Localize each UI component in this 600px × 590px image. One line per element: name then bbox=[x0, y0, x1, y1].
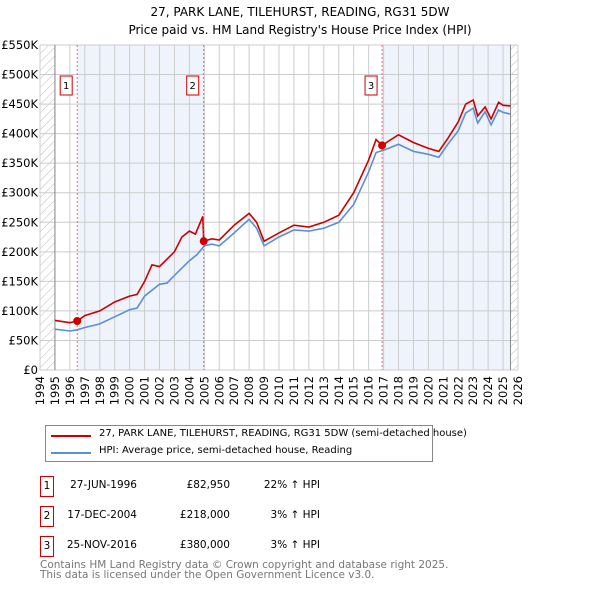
chart-title: 27, PARK LANE, TILEHURST, READING, RG31 … bbox=[150, 5, 449, 19]
x-tick-label: 2018 bbox=[392, 376, 406, 405]
sale-label-box bbox=[186, 75, 200, 96]
x-tick-label: 2001 bbox=[138, 376, 152, 405]
sale-price: £380,000 bbox=[179, 539, 230, 551]
x-tick-label: 2021 bbox=[436, 376, 450, 405]
sale-label-box bbox=[59, 75, 73, 96]
x-tick-label: 2008 bbox=[242, 376, 256, 405]
x-tick-label: 2007 bbox=[227, 376, 241, 405]
x-tick-label: 2019 bbox=[406, 376, 420, 405]
x-tick-label: 2020 bbox=[421, 376, 435, 405]
legend: 27, PARK LANE, TILEHURST, READING, RG31 … bbox=[45, 425, 467, 462]
x-tick-label: 2006 bbox=[212, 376, 226, 405]
shaded-period-3 bbox=[382, 45, 511, 370]
sale-number-box: 2 bbox=[40, 506, 54, 527]
sale-date: 17-DEC-2004 bbox=[67, 509, 137, 521]
sale-label: 1 bbox=[63, 81, 69, 92]
sale-point bbox=[199, 237, 208, 246]
x-tick-label: 2016 bbox=[362, 376, 376, 405]
sale-hpi-diff: 22% ↑ HPI bbox=[263, 479, 320, 491]
property-price-line bbox=[54, 98, 511, 324]
x-tick-label: 1999 bbox=[108, 376, 122, 405]
legend-swatch-hpi bbox=[51, 452, 91, 454]
sale-price: £218,000 bbox=[179, 509, 230, 521]
sale-date: 27-JUN-1996 bbox=[70, 479, 137, 491]
sale-number-box: 3 bbox=[40, 536, 54, 557]
sale-label-box bbox=[364, 75, 378, 96]
x-tick-label: 2015 bbox=[347, 376, 361, 405]
y-tick-label: £300K bbox=[1, 186, 38, 200]
y-tick-label: £100K bbox=[1, 304, 38, 318]
footer-line-2: This data is licensed under the Open Gov… bbox=[40, 569, 375, 581]
x-tick-label: 2025 bbox=[496, 376, 510, 405]
x-tick-label: 2010 bbox=[272, 376, 286, 405]
legend-label-property: 27, PARK LANE, TILEHURST, READING, RG31 … bbox=[99, 428, 467, 439]
x-tick-label: 2005 bbox=[197, 376, 211, 405]
x-tick-label: 1996 bbox=[63, 376, 77, 405]
x-tick-label: 2017 bbox=[377, 376, 391, 405]
y-tick-label: £550K bbox=[1, 38, 38, 52]
y-tick-label: £150K bbox=[1, 274, 38, 288]
sale-hpi-diff: 3% ↑ HPI bbox=[270, 539, 320, 551]
sale-date: 25-NOV-2016 bbox=[66, 539, 137, 551]
x-tick-label: 2003 bbox=[167, 376, 181, 405]
hpi-line bbox=[54, 106, 511, 332]
x-tick-label: 2004 bbox=[182, 376, 196, 405]
hatch-after-data bbox=[510, 45, 518, 370]
x-tick-label: 2014 bbox=[332, 376, 346, 405]
x-tick-label: 2012 bbox=[302, 376, 316, 405]
x-tick-label: 2002 bbox=[153, 376, 167, 405]
x-tick-label: 2022 bbox=[451, 376, 465, 405]
x-tick-label: 2023 bbox=[466, 376, 480, 405]
y-tick-label: £0 bbox=[23, 363, 38, 377]
footer-line-1: Contains HM Land Registry data © Crown c… bbox=[40, 559, 449, 571]
x-tick-label: 2024 bbox=[481, 376, 495, 405]
x-tick-label: 1998 bbox=[93, 376, 107, 405]
sale-hpi-diff: 3% ↑ HPI bbox=[270, 509, 320, 521]
x-tick-label: 2009 bbox=[257, 376, 271, 405]
sale-label: 2 bbox=[190, 81, 196, 92]
y-tick-label: £400K bbox=[1, 127, 38, 141]
y-tick-label: £350K bbox=[1, 156, 38, 170]
sale-point bbox=[378, 141, 387, 150]
x-tick-label: 2013 bbox=[317, 376, 331, 405]
y-tick-label: £200K bbox=[1, 245, 38, 259]
x-tick-label: 1995 bbox=[48, 376, 62, 405]
legend-label-hpi: HPI: Average price, semi-detached house,… bbox=[99, 445, 353, 456]
x-tick-label: 1997 bbox=[78, 376, 92, 405]
x-tick-label: 2000 bbox=[123, 376, 137, 405]
y-tick-label: £500K bbox=[1, 68, 38, 82]
legend-swatch-property bbox=[51, 435, 91, 437]
shaded-period-1 bbox=[77, 45, 204, 370]
price-chart: 27, PARK LANE, TILEHURST, READING, RG31 … bbox=[1, 5, 525, 405]
chart-subtitle: Price paid vs. HM Land Registry's House … bbox=[128, 23, 471, 37]
y-tick-label: £250K bbox=[1, 215, 38, 229]
sale-price: £82,950 bbox=[186, 479, 230, 491]
x-tick-label: 2026 bbox=[511, 376, 525, 405]
sale-number-box: 1 bbox=[40, 476, 54, 497]
sale-label: 3 bbox=[368, 81, 374, 92]
y-tick-label: £50K bbox=[9, 333, 39, 347]
hatch-before-data bbox=[40, 45, 55, 370]
x-tick-label: 2011 bbox=[287, 376, 301, 405]
x-tick-label: 1994 bbox=[33, 376, 47, 405]
sale-point bbox=[73, 316, 82, 325]
y-tick-label: £450K bbox=[1, 97, 38, 111]
